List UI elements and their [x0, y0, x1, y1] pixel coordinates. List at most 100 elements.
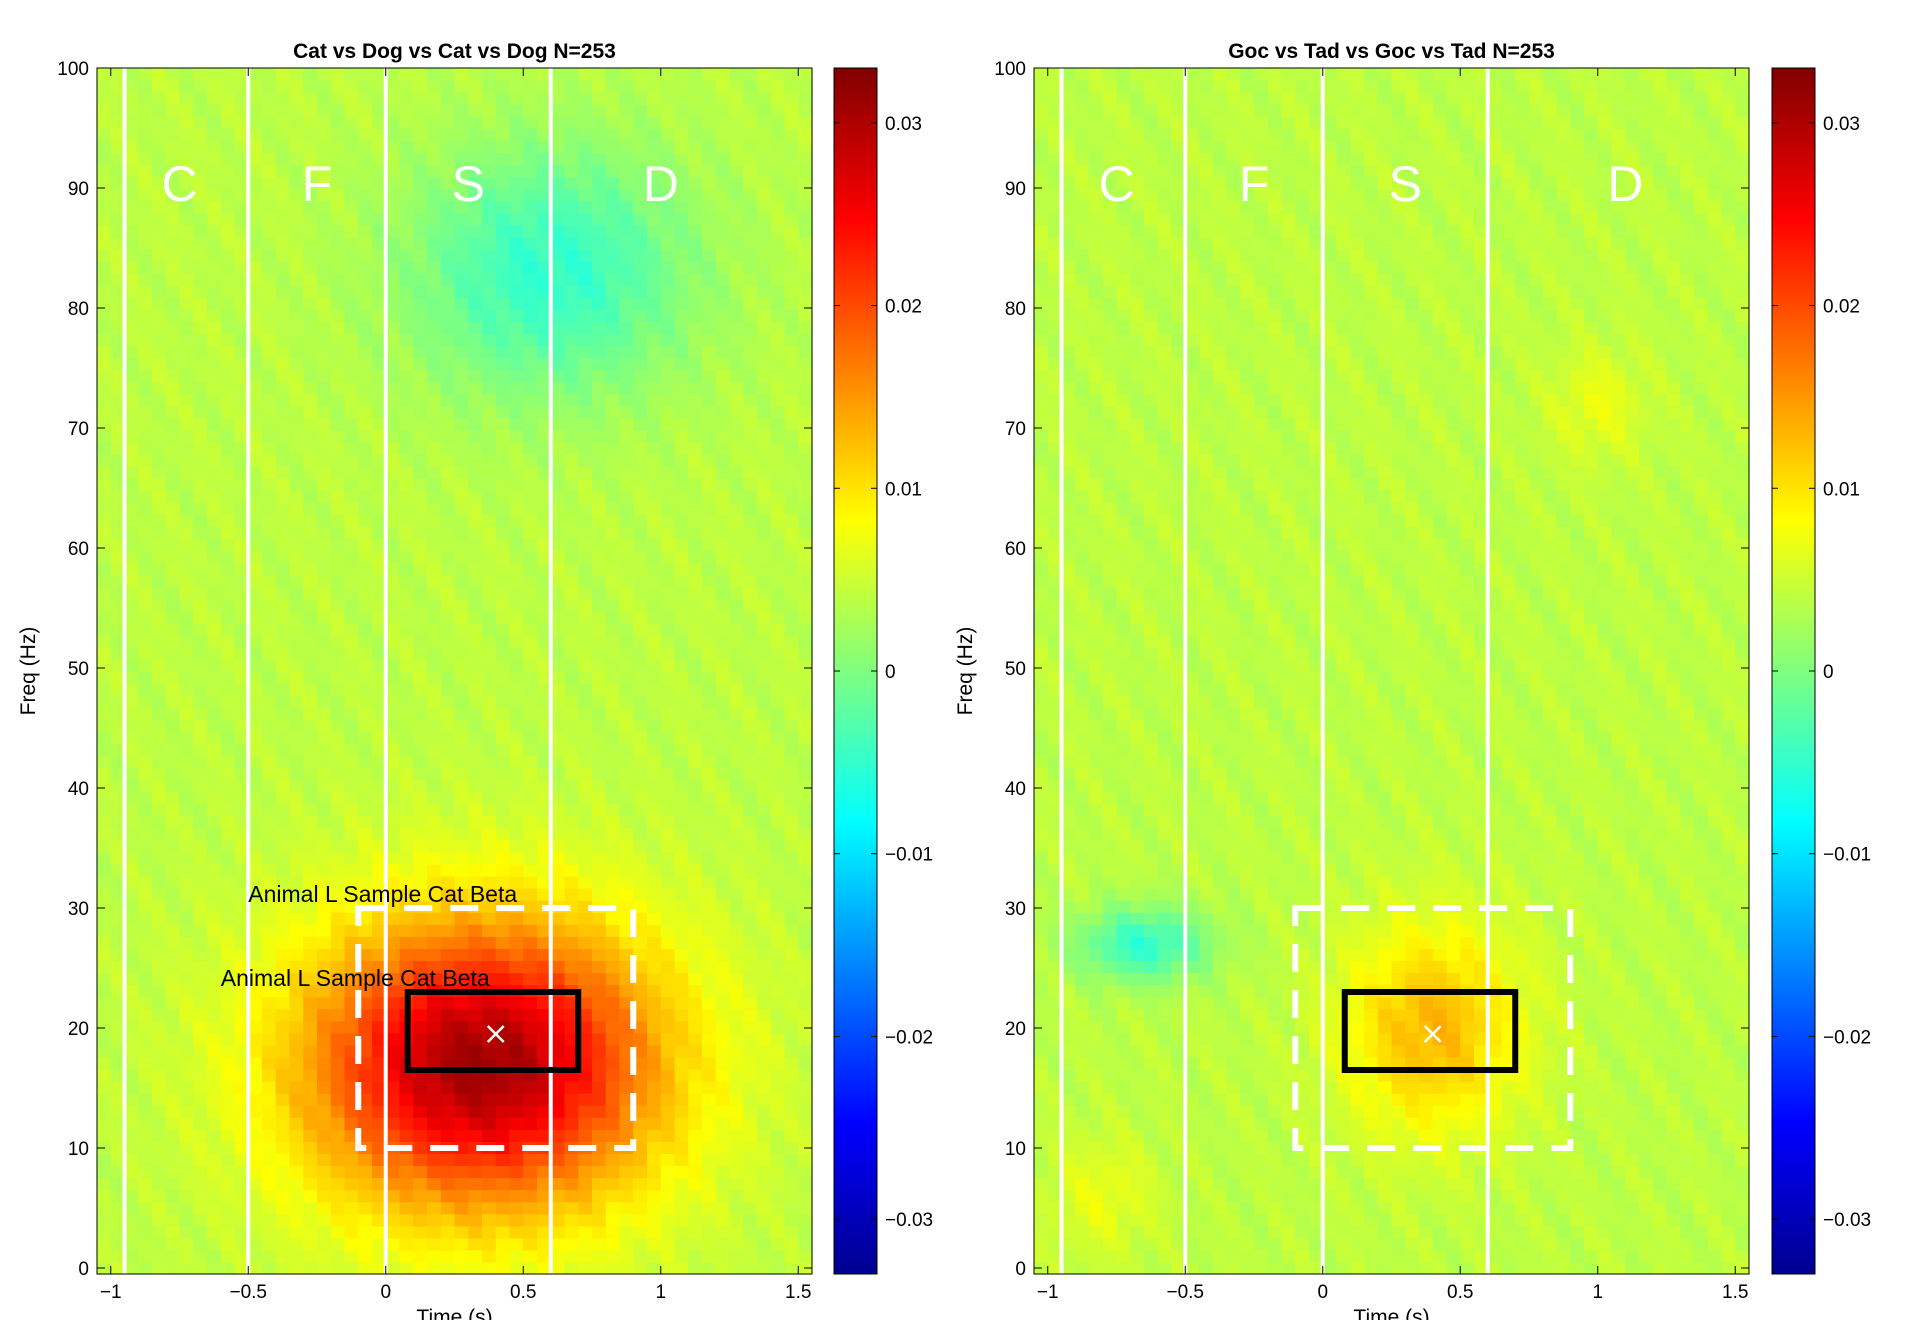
heatmap-cell	[399, 574, 414, 588]
heatmap-cell	[220, 731, 236, 744]
heatmap-cell	[317, 1165, 332, 1179]
heatmap-cell	[702, 1093, 717, 1106]
heatmap-cell	[413, 767, 428, 781]
heatmap-cell	[715, 888, 731, 901]
heatmap-cell	[248, 731, 263, 744]
heatmap-cell	[289, 876, 304, 889]
heatmap-cell	[275, 851, 291, 865]
heatmap-cell	[110, 417, 126, 431]
heatmap-cell	[660, 972, 676, 986]
heatmap-cell	[688, 815, 703, 829]
heatmap-cell	[578, 369, 593, 383]
heatmap-cell	[660, 1189, 676, 1203]
heatmap-cell	[193, 321, 208, 334]
heatmap-cell	[303, 104, 318, 117]
heatmap-cell	[234, 514, 249, 527]
heatmap-cell	[509, 140, 524, 154]
heatmap-cell	[702, 309, 717, 322]
heatmap-cell	[468, 1177, 483, 1191]
heatmap-cell	[317, 164, 332, 178]
heatmap-cell	[193, 996, 208, 1010]
heatmap-cell	[564, 478, 579, 491]
heatmap-cell	[152, 634, 167, 648]
heatmap-cell	[413, 176, 428, 190]
heatmap-cell	[317, 960, 332, 974]
heatmap-cell	[165, 1249, 181, 1263]
heatmap-cell	[564, 1129, 579, 1142]
heatmap-cell	[124, 514, 139, 527]
heatmap-cell	[715, 1105, 731, 1118]
heatmap-cell	[468, 405, 483, 419]
heatmap-cell	[165, 140, 181, 154]
heatmap-cell	[303, 960, 318, 974]
heatmap-cell	[619, 453, 634, 467]
heatmap-cell	[688, 478, 703, 491]
heatmap-cell	[262, 815, 277, 829]
heatmap-cell	[660, 1153, 676, 1167]
heatmap-cell	[619, 767, 634, 781]
heatmap-cell	[660, 140, 676, 154]
heatmap-cell	[578, 490, 593, 503]
heatmap-cell	[523, 1165, 538, 1179]
heatmap-cell	[743, 369, 758, 383]
heatmap-cell	[330, 200, 346, 214]
heatmap-cell	[482, 417, 497, 431]
heatmap-cell	[770, 453, 786, 467]
heatmap-cell	[743, 779, 758, 793]
heatmap-cell	[207, 309, 222, 322]
heatmap-cell	[399, 478, 414, 491]
heatmap-cell	[564, 176, 579, 190]
heatmap-cell	[757, 429, 772, 443]
heatmap-cell	[97, 948, 112, 962]
heatmap-cell	[289, 996, 304, 1010]
heatmap-cell	[688, 333, 703, 346]
heatmap-cell	[550, 695, 566, 708]
heatmap-cell	[220, 297, 236, 310]
heatmap-cell	[152, 1008, 167, 1022]
heatmap-cell	[605, 972, 621, 986]
heatmap-cell	[743, 176, 758, 190]
heatmap-cell	[124, 176, 139, 190]
heatmap-cell	[138, 381, 153, 395]
heatmap-cell	[688, 695, 703, 708]
heatmap-cell	[633, 140, 648, 154]
heatmap-cell	[743, 743, 758, 757]
heatmap-cell	[660, 357, 676, 371]
heatmap-cell	[179, 92, 194, 105]
heatmap-cell	[757, 140, 772, 154]
heatmap-cell	[770, 417, 786, 431]
heatmap-cell	[248, 381, 263, 395]
heatmap-cell	[427, 1249, 442, 1263]
heatmap-cell	[715, 550, 731, 564]
heatmap-cell	[660, 405, 676, 419]
heatmap-cell	[564, 502, 579, 515]
heatmap-cell	[743, 224, 758, 238]
heatmap-cell	[303, 92, 318, 105]
heatmap-cell	[220, 429, 236, 443]
heatmap-cell	[358, 683, 373, 696]
heatmap-cell	[207, 1093, 222, 1106]
heatmap-cell	[550, 924, 566, 937]
heatmap-cell	[372, 1201, 387, 1215]
heatmap-cell	[770, 285, 786, 298]
heatmap-cell	[152, 273, 167, 286]
heatmap-cell	[592, 562, 607, 576]
heatmap-cell	[248, 188, 263, 202]
heatmap-cell	[715, 1201, 731, 1215]
heatmap-cell	[757, 224, 772, 238]
heatmap-cell	[454, 743, 469, 757]
heatmap-cell	[165, 1008, 181, 1022]
heatmap-cell	[440, 514, 456, 527]
heatmap-cell	[592, 695, 607, 708]
heatmap-cell	[152, 924, 167, 937]
heatmap-cell	[248, 936, 263, 949]
heatmap-cell	[97, 610, 112, 624]
heatmap-cell	[234, 610, 249, 624]
heatmap-cell	[358, 839, 373, 853]
heatmap-cell	[138, 1008, 153, 1022]
heatmap-cell	[179, 140, 194, 154]
heatmap-cell	[592, 128, 607, 141]
heatmap-cell	[220, 863, 236, 877]
heatmap-cell	[509, 345, 524, 359]
heatmap-cell	[509, 622, 524, 636]
